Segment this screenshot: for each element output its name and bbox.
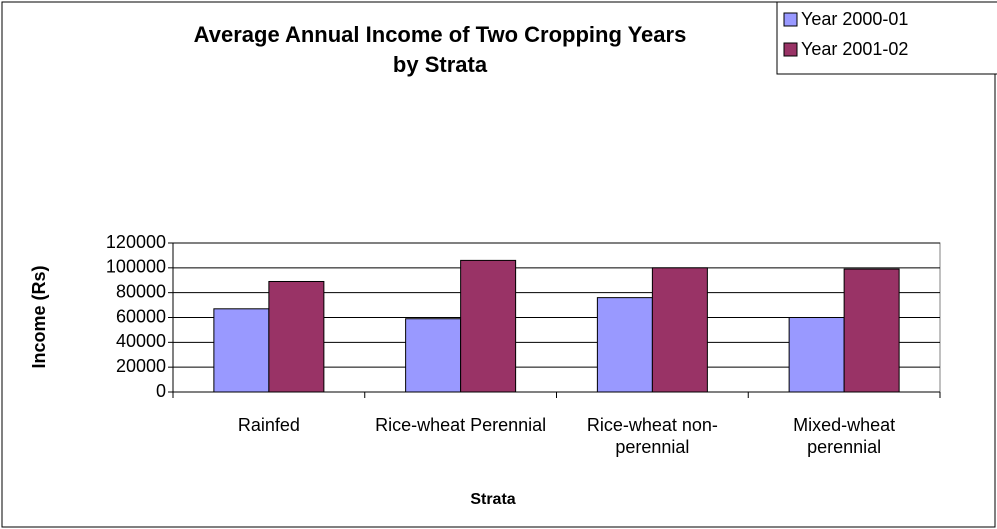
x-tick-label: Mixed-wheat perennial — [793, 415, 896, 457]
x-tick-label: Rice-wheat non-perennial — [586, 415, 718, 457]
bar — [268, 280, 325, 393]
legend-box — [776, 1, 997, 75]
bar — [213, 308, 270, 393]
y-tick-label: 100000 — [106, 257, 166, 277]
bar — [405, 318, 462, 393]
bar — [788, 317, 845, 393]
legend-label: Year 2000-01 — [801, 9, 908, 29]
y-tick-label: 0 — [156, 381, 166, 401]
bar — [460, 259, 517, 393]
y-tick-label: 20000 — [116, 356, 166, 376]
x-tick-label: Rice-wheat Perennial — [375, 415, 547, 435]
legend-swatch — [783, 42, 798, 57]
y-tick-label: 120000 — [106, 232, 166, 252]
y-tick-label: 80000 — [116, 281, 166, 301]
chart-title: Average Annual Income of Two Cropping Ye… — [193, 22, 687, 77]
y-tick-label: 60000 — [116, 306, 166, 326]
bar — [651, 267, 708, 393]
bar — [843, 268, 900, 393]
x-tick-label: Rainfed — [237, 415, 300, 435]
legend-swatch — [783, 12, 798, 27]
y-axis-label: Income (Rs) — [29, 265, 49, 368]
x-axis-label: Strata — [470, 491, 515, 508]
y-tick-label: 40000 — [116, 331, 166, 351]
legend-label: Year 2001-02 — [801, 39, 908, 59]
bar — [596, 297, 653, 393]
